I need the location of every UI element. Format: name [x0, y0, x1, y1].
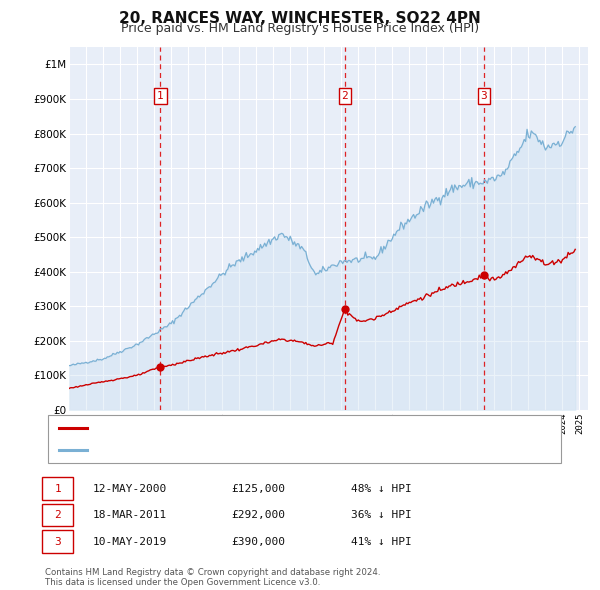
Text: Price paid vs. HM Land Registry's House Price Index (HPI): Price paid vs. HM Land Registry's House … — [121, 22, 479, 35]
Text: 48% ↓ HPI: 48% ↓ HPI — [351, 484, 412, 493]
Text: 36% ↓ HPI: 36% ↓ HPI — [351, 510, 412, 520]
Text: HPI: Average price, detached house, Winchester: HPI: Average price, detached house, Winc… — [93, 445, 369, 455]
Text: 3: 3 — [481, 91, 487, 101]
Text: 1: 1 — [54, 484, 61, 493]
Text: £390,000: £390,000 — [231, 537, 285, 546]
Text: 2: 2 — [341, 91, 348, 101]
Text: 20, RANCES WAY, WINCHESTER, SO22 4PN: 20, RANCES WAY, WINCHESTER, SO22 4PN — [119, 11, 481, 25]
Text: 3: 3 — [54, 537, 61, 546]
Text: 1: 1 — [157, 91, 164, 101]
Text: £292,000: £292,000 — [231, 510, 285, 520]
Text: 12-MAY-2000: 12-MAY-2000 — [93, 484, 167, 493]
Text: 20, RANCES WAY, WINCHESTER, SO22 4PN (detached house): 20, RANCES WAY, WINCHESTER, SO22 4PN (de… — [93, 423, 411, 433]
Text: 41% ↓ HPI: 41% ↓ HPI — [351, 537, 412, 546]
Text: 2: 2 — [54, 510, 61, 520]
Text: 10-MAY-2019: 10-MAY-2019 — [93, 537, 167, 546]
Text: Contains HM Land Registry data © Crown copyright and database right 2024.
This d: Contains HM Land Registry data © Crown c… — [45, 568, 380, 587]
Text: £125,000: £125,000 — [231, 484, 285, 493]
Text: 18-MAR-2011: 18-MAR-2011 — [93, 510, 167, 520]
